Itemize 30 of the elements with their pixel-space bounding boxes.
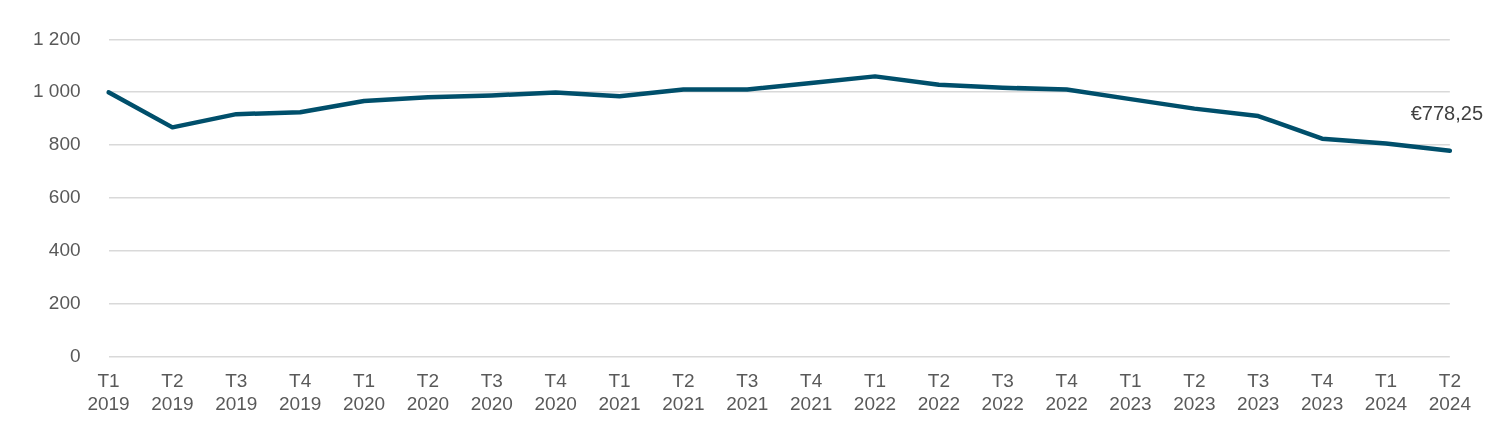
y-tick-label: 200: [48, 291, 81, 313]
x-tick-label: T3 2021: [726, 370, 769, 414]
y-tick-label: 400: [48, 238, 81, 260]
x-tick-label: T1 2019: [87, 370, 130, 414]
x-tick-label: T1 2021: [598, 370, 641, 414]
x-tick-label: T2 2022: [917, 370, 961, 414]
x-tick-label: T4 2022: [1045, 370, 1088, 414]
x-tick-label: T3 2023: [1237, 370, 1280, 414]
x-tick-label: T1 2024: [1364, 370, 1408, 414]
x-tick-label: T4 2019: [279, 370, 322, 414]
x-tick-label: T1 2023: [1109, 370, 1152, 414]
x-tick-label: T2 2021: [662, 370, 705, 414]
y-tick-label: 1 200: [33, 27, 81, 49]
x-tick-label: T2 2024: [1428, 370, 1472, 414]
y-tick-label: 600: [48, 186, 81, 208]
x-tick-label: T1 2022: [853, 370, 897, 414]
y-tick-label: 0: [69, 344, 81, 366]
x-tick-label: T4 2023: [1300, 370, 1344, 414]
x-tick-label: T4 2020: [534, 370, 577, 414]
x-tick-label: T2 2020: [406, 370, 450, 414]
x-tick-label: T4 2021: [790, 370, 833, 414]
x-tick-label: T3 2019: [215, 370, 258, 414]
x-tick-label: T2 2023: [1173, 370, 1216, 414]
data-label: €778,25: [1410, 102, 1483, 125]
x-tick-label: T1 2020: [342, 370, 386, 414]
y-tick-label: 800: [48, 133, 81, 155]
x-tick-label: T3 2022: [981, 370, 1024, 414]
x-tick-label: T2 2019: [151, 370, 194, 414]
x-tick-label: T3 2020: [470, 370, 513, 414]
y-tick-label: 1 000: [33, 80, 81, 102]
